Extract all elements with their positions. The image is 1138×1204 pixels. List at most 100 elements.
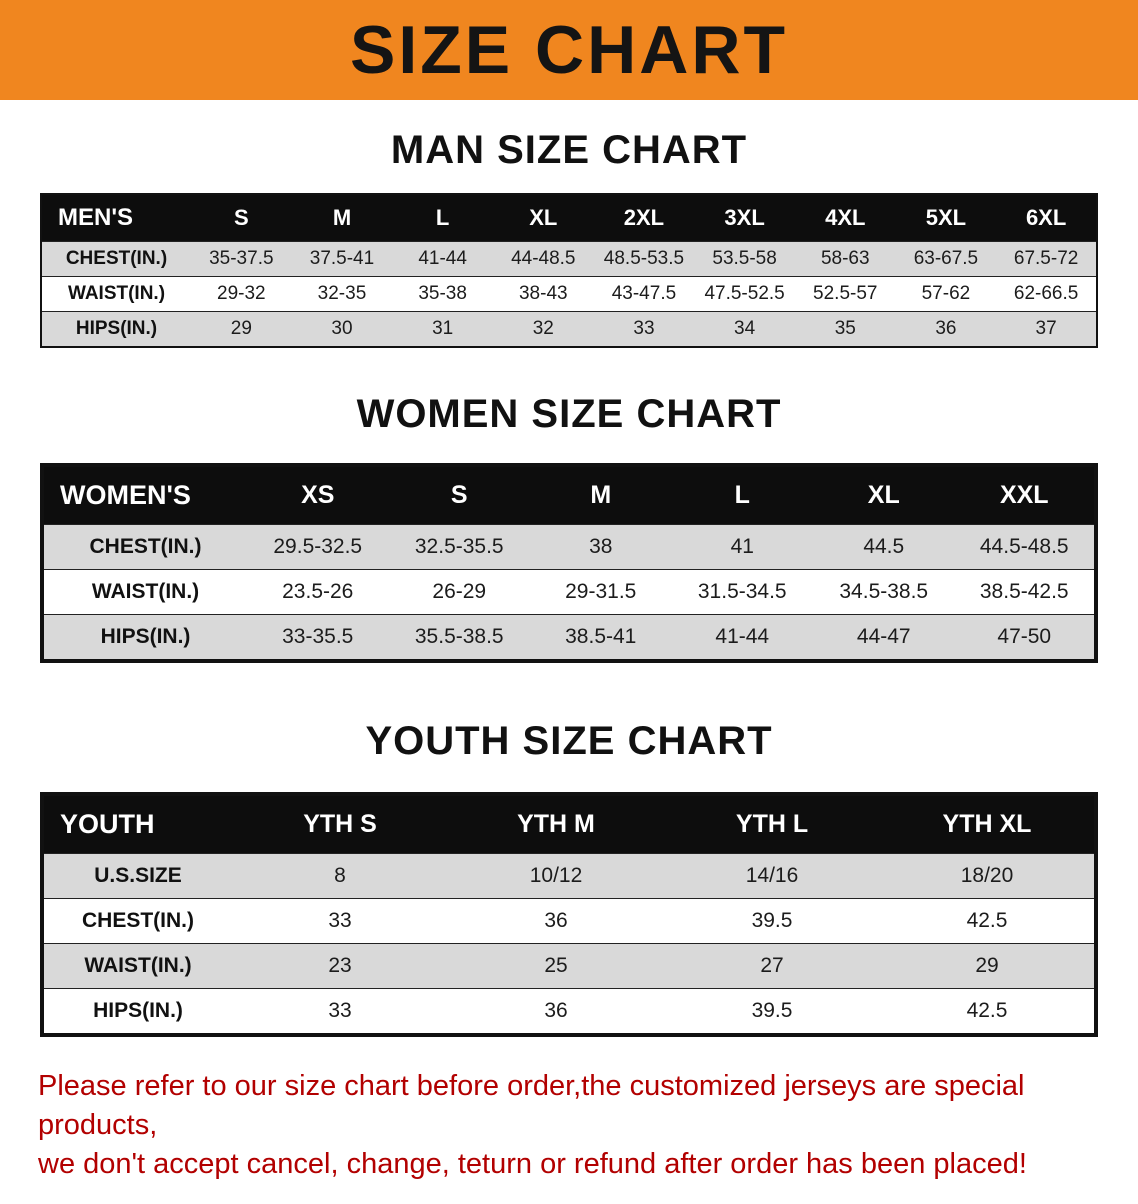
measurement-cell: 33-35.5 xyxy=(247,614,389,661)
row-label-cell: CHEST(IN.) xyxy=(42,898,232,944)
measurement-cell: 18/20 xyxy=(880,853,1096,899)
measurement-cell: 32-35 xyxy=(291,276,393,312)
row-label-cell: U.S.SIZE xyxy=(42,853,232,899)
measurement-cell: 29.5-32.5 xyxy=(247,524,389,570)
measurement-cell: 29-32 xyxy=(191,276,292,312)
measurement-cell: 29-31.5 xyxy=(530,569,672,615)
table-row: CHEST(IN.) 33 36 39.5 42.5 xyxy=(42,898,1096,944)
measurement-cell: 67.5-72 xyxy=(996,241,1097,277)
table-title-cell: MEN'S xyxy=(41,194,191,242)
measurement-cell: 38 xyxy=(530,524,672,570)
table-row: WAIST(IN.) 23 25 27 29 xyxy=(42,943,1096,989)
measurement-cell: 25 xyxy=(448,943,664,989)
table-row: CHEST(IN.) 29.5-32.5 32.5-35.5 38 41 44.5 44.5… xyxy=(42,524,1096,570)
measurement-cell: 36 xyxy=(448,898,664,944)
measurement-cell: 35.5-38.5 xyxy=(388,614,530,661)
row-label-cell: WAIST(IN.) xyxy=(42,569,247,615)
measurement-cell: 57-62 xyxy=(895,276,997,312)
measurement-cell: 14/16 xyxy=(664,853,880,899)
measurement-cell: 35-38 xyxy=(392,276,493,312)
measurement-cell: 44.5-48.5 xyxy=(954,524,1096,570)
women-size-table: WOMEN'S XS S M L XL XXL CHEST(IN.) 29.5-32.5 32.5… xyxy=(40,463,1098,663)
measurement-cell: 39.5 xyxy=(664,988,880,1035)
measurement-cell: 34.5-38.5 xyxy=(813,569,955,615)
size-column-header: 3XL xyxy=(694,194,795,242)
row-label-cell: WAIST(IN.) xyxy=(42,943,232,989)
measurement-cell: 52.5-57 xyxy=(794,276,896,312)
size-column-header: YTH XL xyxy=(880,794,1096,854)
table-title-cell: YOUTH xyxy=(42,794,232,854)
table-header-row: MEN'S S M L XL 2XL 3XL 4XL 5XL 6XL xyxy=(41,194,1097,242)
size-column-header: L xyxy=(392,194,493,242)
row-label-cell: WAIST(IN.) xyxy=(41,276,191,312)
measurement-cell: 29 xyxy=(880,943,1096,989)
men-size-section: MAN SIZE CHART MEN'S S M L XL 2XL 3XL 4XL 5XL 6XL… xyxy=(0,128,1138,348)
measurement-cell: 33 xyxy=(593,311,695,347)
youth-section-heading: YOUTH SIZE CHART xyxy=(365,719,773,763)
size-column-header: XXL xyxy=(954,465,1096,525)
measurement-cell: 23 xyxy=(232,943,448,989)
size-column-header: M xyxy=(291,194,393,242)
measurement-cell: 37.5-41 xyxy=(291,241,393,277)
youth-size-table: YOUTH YTH S YTH M YTH L YTH XL U.S.SIZE 8 10/12… xyxy=(40,792,1098,1037)
table-row: WAIST(IN.) 23.5-26 26-29 29-31.5 31.5-34.5 34… xyxy=(42,569,1096,615)
measurement-cell: 47.5-52.5 xyxy=(694,276,795,312)
measurement-cell: 33 xyxy=(232,898,448,944)
measurement-cell: 35-37.5 xyxy=(191,241,292,277)
measurement-cell: 42.5 xyxy=(880,988,1096,1035)
measurement-cell: 36 xyxy=(448,988,664,1035)
measurement-cell: 42.5 xyxy=(880,898,1096,944)
youth-size-section: YOUTH SIZE CHART YOUTH YTH S YTH M YTH L YTH… xyxy=(0,719,1138,1037)
measurement-cell: 31 xyxy=(392,311,493,347)
size-column-header: YTH S xyxy=(232,794,448,854)
measurement-cell: 53.5-58 xyxy=(694,241,795,277)
row-label-cell: HIPS(IN.) xyxy=(42,988,232,1035)
measurement-cell: 10/12 xyxy=(448,853,664,899)
measurement-cell: 41-44 xyxy=(671,614,813,661)
measurement-cell: 48.5-53.5 xyxy=(593,241,695,277)
size-column-header: XL xyxy=(492,194,594,242)
table-row: U.S.SIZE 8 10/12 14/16 18/20 xyxy=(42,853,1096,899)
disclaimer-text: Please refer to our size chart before or… xyxy=(38,1067,1100,1184)
measurement-cell: 23.5-26 xyxy=(247,569,389,615)
measurement-cell: 32 xyxy=(492,311,594,347)
table-row: HIPS(IN.) 33 36 39.5 42.5 xyxy=(42,988,1096,1035)
measurement-cell: 36 xyxy=(895,311,997,347)
measurement-cell: 38.5-41 xyxy=(530,614,672,661)
measurement-cell: 37 xyxy=(996,311,1097,347)
table-row: HIPS(IN.) 33-35.5 35.5-38.5 38.5-41 41-44 44-… xyxy=(42,614,1096,661)
men-size-table: MEN'S S M L XL 2XL 3XL 4XL 5XL 6XL CHEST(IN.) 35-37… xyxy=(40,193,1098,348)
size-column-header: S xyxy=(388,465,530,525)
measurement-cell: 38.5-42.5 xyxy=(954,569,1096,615)
size-column-header: 6XL xyxy=(996,194,1097,242)
table-header-row: YOUTH YTH S YTH M YTH L YTH XL xyxy=(42,794,1096,854)
measurement-cell: 44-48.5 xyxy=(492,241,594,277)
measurement-cell: 38-43 xyxy=(492,276,594,312)
measurement-cell: 44-47 xyxy=(813,614,955,661)
measurement-cell: 29 xyxy=(191,311,292,347)
row-label-cell: CHEST(IN.) xyxy=(42,524,247,570)
measurement-cell: 33 xyxy=(232,988,448,1035)
size-column-header: M xyxy=(530,465,672,525)
measurement-cell: 43-47.5 xyxy=(593,276,695,312)
table-row: CHEST(IN.) 35-37.5 37.5-41 41-44 44-48.5 48.5… xyxy=(41,241,1097,277)
measurement-cell: 35 xyxy=(794,311,896,347)
table-title-cell: WOMEN'S xyxy=(42,465,247,525)
row-label-cell: HIPS(IN.) xyxy=(41,311,191,347)
size-column-header: XS xyxy=(247,465,389,525)
banner-title: SIZE CHART xyxy=(350,12,788,88)
measurement-cell: 27 xyxy=(664,943,880,989)
women-section-heading: WOMEN SIZE CHART xyxy=(356,392,782,436)
measurement-cell: 63-67.5 xyxy=(895,241,997,277)
row-label-cell: HIPS(IN.) xyxy=(42,614,247,661)
table-header-row: WOMEN'S XS S M L XL XXL xyxy=(42,465,1096,525)
measurement-cell: 39.5 xyxy=(664,898,880,944)
size-column-header: 5XL xyxy=(895,194,997,242)
table-row: HIPS(IN.) 29 30 31 32 33 34 35 36 37 xyxy=(41,311,1097,347)
measurement-cell: 41-44 xyxy=(392,241,493,277)
measurement-cell: 41 xyxy=(671,524,813,570)
measurement-cell: 62-66.5 xyxy=(996,276,1097,312)
measurement-cell: 8 xyxy=(232,853,448,899)
size-column-header: XL xyxy=(813,465,955,525)
